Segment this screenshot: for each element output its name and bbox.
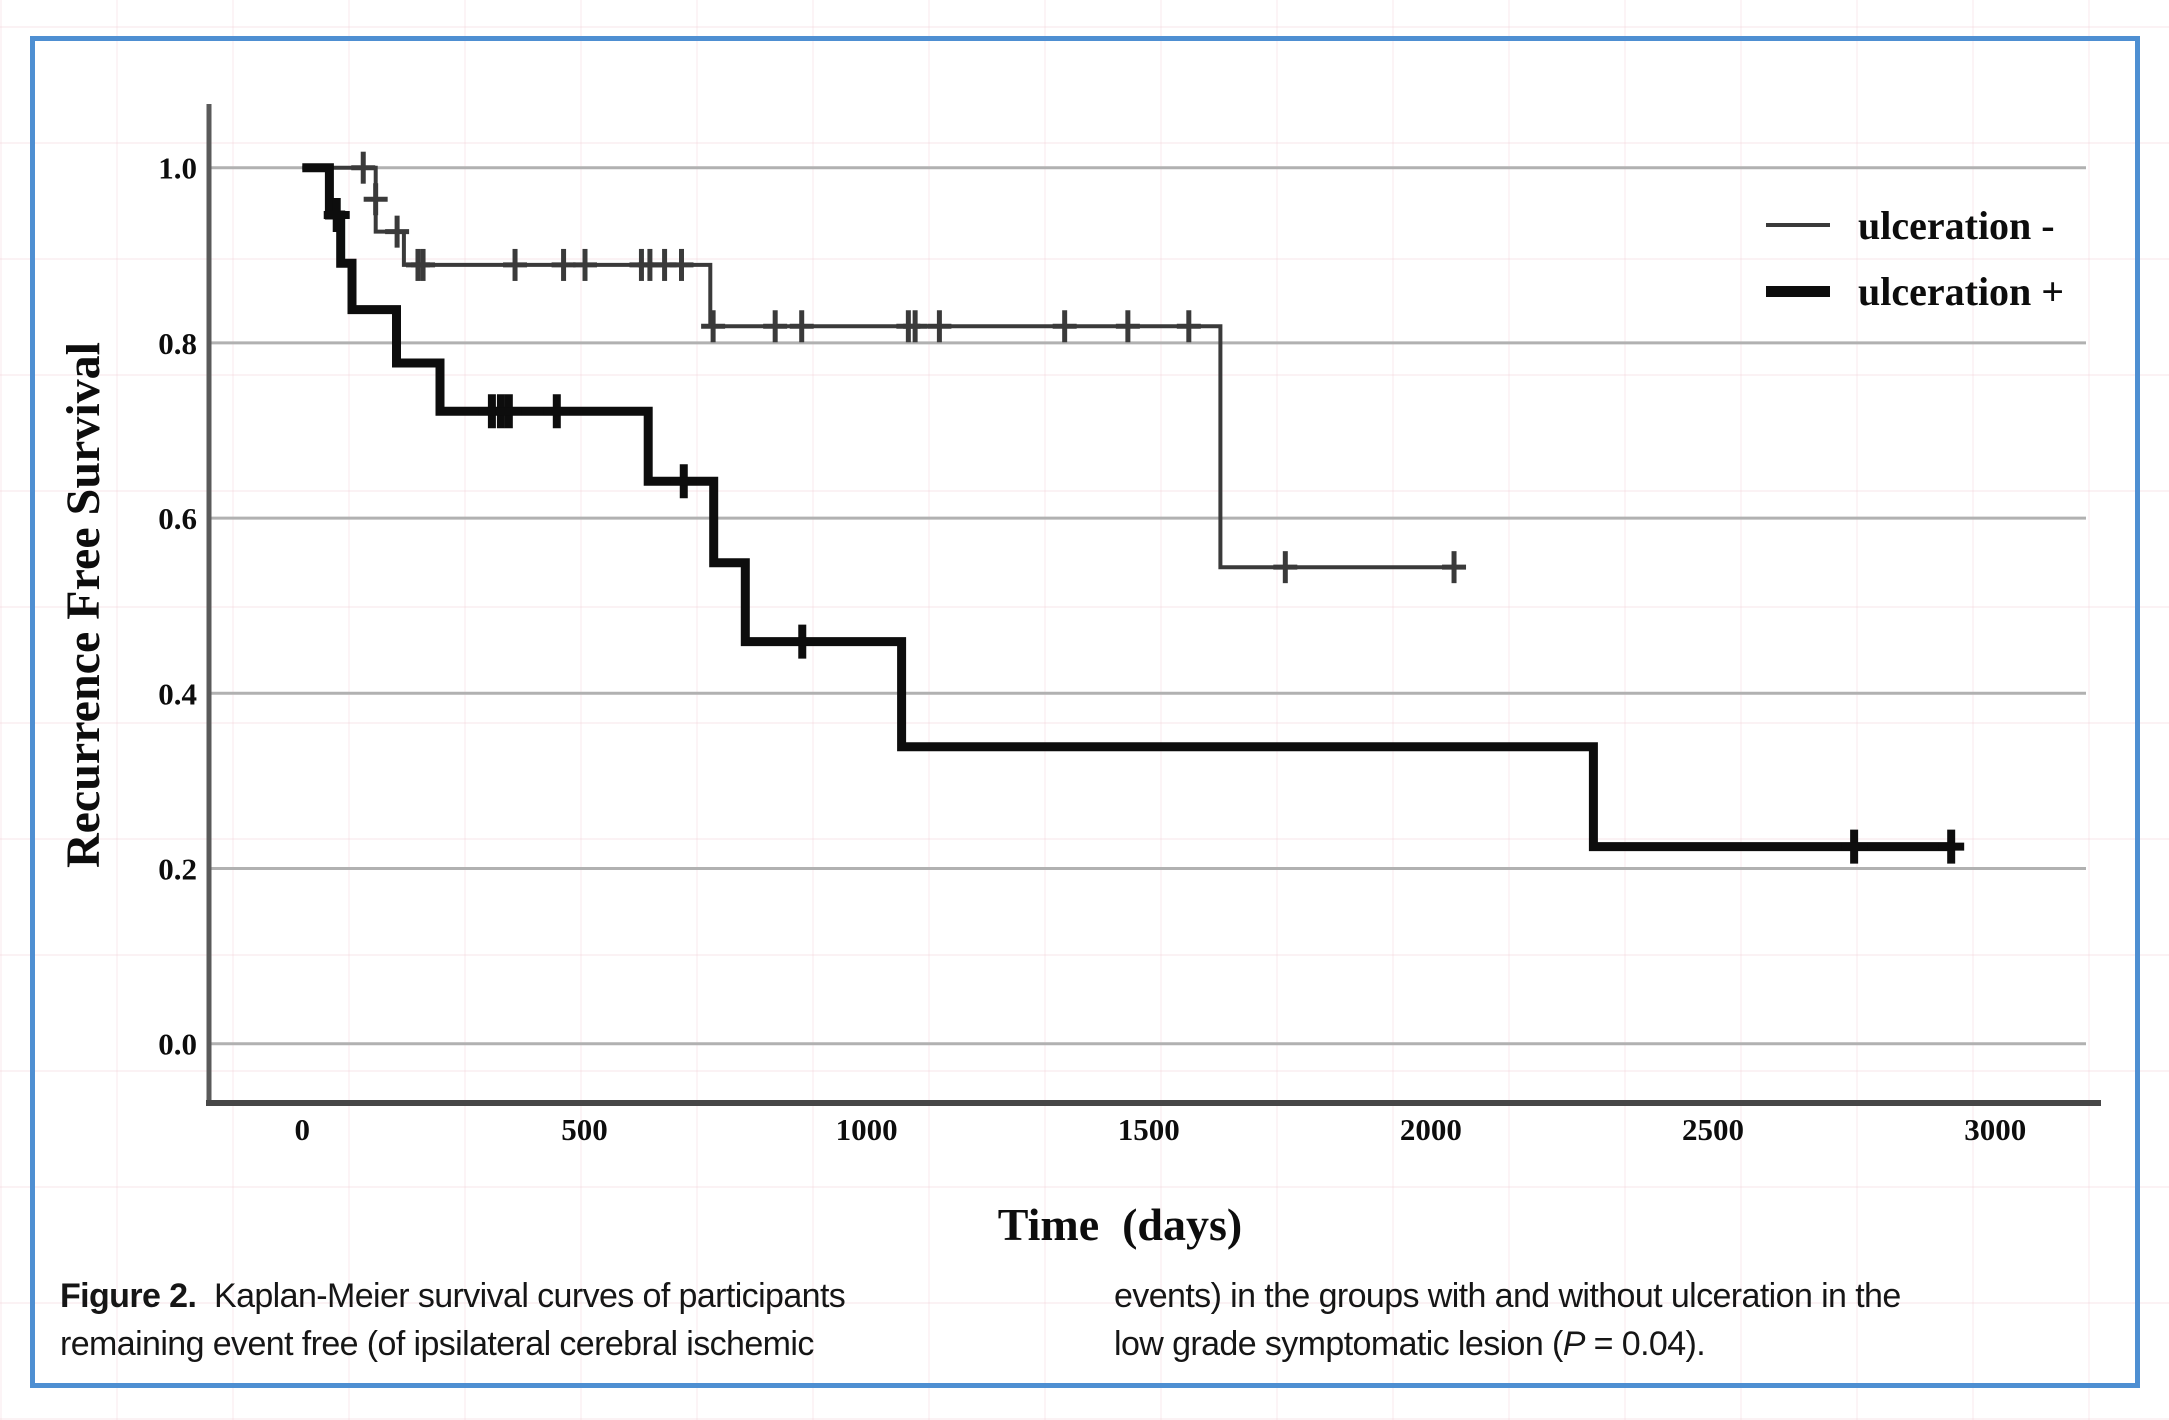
x-tick-label: 0 <box>295 1112 311 1147</box>
x-tick-label: 2500 <box>1682 1112 1744 1147</box>
y-tick-label: 0.2 <box>158 852 197 887</box>
x-tick-label: 3000 <box>1964 1112 2026 1147</box>
thin-line-sample-icon <box>1766 223 1830 227</box>
caption-left-column: Figure 2. Kaplan-Meier survival curves o… <box>60 1272 1030 1368</box>
caption-line: Figure 2. Kaplan-Meier survival curves o… <box>60 1272 1030 1320</box>
legend: ulceration - ulceration + <box>1766 192 2064 324</box>
caption-text: low grade symptomatic lesion ( <box>1114 1325 1563 1363</box>
figure-border <box>30 36 2140 1388</box>
y-tick-label: 0.4 <box>158 676 197 711</box>
y-tick-label: 0.8 <box>158 326 197 361</box>
km-curve-ulceration-plus <box>302 163 1952 852</box>
caption-text: Kaplan-Meier survival curves of particip… <box>196 1277 846 1315</box>
x-tick-label: 2000 <box>1400 1112 1462 1147</box>
x-axis-title: Time (days) <box>997 1199 1243 1250</box>
y-tick-label: 0.6 <box>158 501 197 536</box>
y-tick-label: 0.0 <box>158 1027 197 1062</box>
legend-label: ulceration - <box>1858 202 2055 248</box>
thick-line-sample-icon <box>1766 285 1830 297</box>
legend-label: ulceration + <box>1858 268 2065 314</box>
caption-text: = 0.04). <box>1584 1325 1706 1363</box>
figure-number-label: Figure 2. <box>60 1277 197 1315</box>
y-tick-label: 1.0 <box>158 151 197 186</box>
legend-item-ulceration-plus: ulceration + <box>1766 258 2064 324</box>
caption-text: remaining event free (of ipsilateral cer… <box>60 1325 814 1363</box>
legend-item-ulceration-minus: ulceration - <box>1766 192 2064 258</box>
x-tick-label: 1000 <box>836 1112 898 1147</box>
caption-line: low grade symptomatic lesion (P = 0.04). <box>1114 1320 2134 1368</box>
km-curve-ulceration-minus <box>302 165 1454 570</box>
p-value-symbol: P <box>1562 1325 1586 1363</box>
y-axis-title: Recurrence Free Survival <box>57 341 110 869</box>
caption-line: remaining event free (of ipsilateral cer… <box>60 1320 1030 1368</box>
x-tick-label: 1500 <box>1118 1112 1180 1147</box>
caption-text: events) in the groups with and without u… <box>1114 1277 1901 1315</box>
x-tick-label: 500 <box>561 1112 608 1147</box>
caption-line: events) in the groups with and without u… <box>1114 1272 2134 1320</box>
caption-right-column: events) in the groups with and without u… <box>1114 1272 2134 1368</box>
